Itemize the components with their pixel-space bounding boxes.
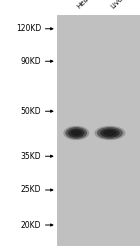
Text: Heart: Heart [76,0,94,10]
Text: 120KD: 120KD [16,24,41,33]
Ellipse shape [94,126,125,140]
Ellipse shape [66,127,87,139]
Text: 50KD: 50KD [21,107,41,116]
Bar [57,15,140,245]
Text: Liver: Liver [110,0,126,10]
Ellipse shape [97,127,123,139]
Ellipse shape [68,128,84,138]
Text: 35KD: 35KD [21,152,41,161]
Ellipse shape [63,126,89,140]
Text: 25KD: 25KD [21,186,41,194]
Ellipse shape [100,128,120,138]
Ellipse shape [71,130,82,136]
Text: 20KD: 20KD [21,220,41,230]
Text: 90KD: 90KD [21,57,41,66]
Ellipse shape [103,130,116,136]
